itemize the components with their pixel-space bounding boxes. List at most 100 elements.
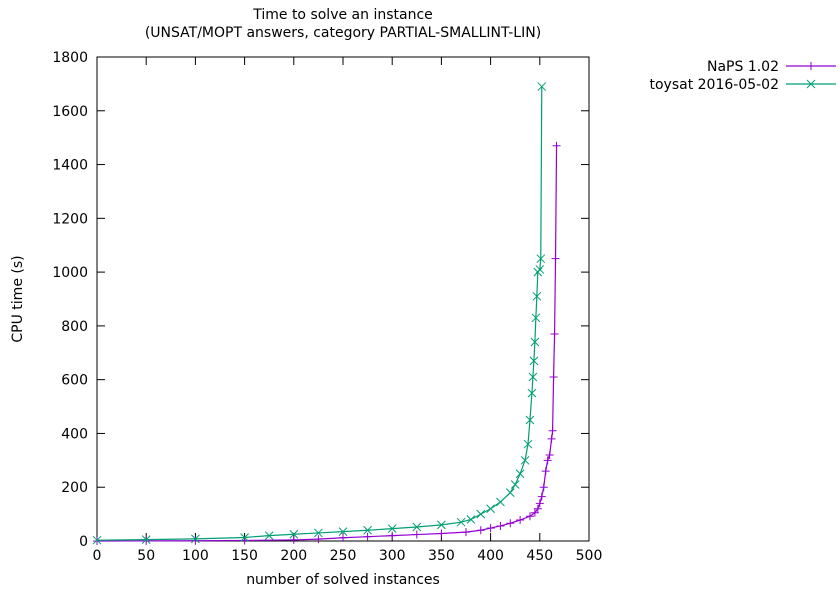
data-point <box>437 529 446 538</box>
data-point <box>314 528 323 538</box>
data-point <box>530 337 540 347</box>
data-point <box>536 254 546 264</box>
data-point <box>543 456 552 465</box>
data-point <box>363 525 372 535</box>
legend: NaPS 1.02 toysat 2016-05-02 <box>649 59 836 93</box>
y-tick-label: 1400 <box>52 158 88 174</box>
y-tick-label: 600 <box>61 373 88 389</box>
y-tick-label: 0 <box>79 534 88 550</box>
data-point <box>537 82 547 91</box>
data-point <box>412 530 421 539</box>
y-tick-label: 200 <box>61 480 88 496</box>
y-tick-label: 1000 <box>52 265 88 281</box>
x-tick-label: 350 <box>428 548 455 564</box>
data-point <box>363 532 372 541</box>
data-point <box>547 434 556 443</box>
data-point <box>387 524 397 533</box>
legend-label: NaPS 1.02 <box>707 59 779 75</box>
x-tick-label: 200 <box>280 548 307 564</box>
chart-subtitle: (UNSAT/MOPT answers, category PARTIAL-SM… <box>145 25 541 41</box>
data-point <box>476 526 485 535</box>
data-point <box>807 62 815 70</box>
data-point <box>388 531 397 540</box>
x-tick-label: 300 <box>379 548 406 564</box>
y-axis-label: CPU time (s) <box>10 255 26 342</box>
data-point <box>531 313 541 323</box>
x-tick-label: 500 <box>576 548 603 564</box>
y-tick-label: 800 <box>61 319 88 335</box>
data-point <box>528 372 538 382</box>
data-point <box>541 467 550 476</box>
data-point <box>314 535 323 544</box>
data-point <box>466 515 476 524</box>
x-tick-label: 100 <box>182 548 209 564</box>
series-line <box>96 86 543 541</box>
data-point <box>535 499 544 508</box>
data-point <box>537 492 546 501</box>
y-tick-label: 1800 <box>52 50 88 66</box>
data-point <box>515 469 525 479</box>
data-point <box>545 450 554 459</box>
data-point <box>529 356 539 366</box>
data-point <box>506 519 515 528</box>
y-tick-label: 1600 <box>52 104 88 120</box>
data-point <box>523 439 533 449</box>
data-point <box>548 426 557 435</box>
data-point <box>339 533 347 542</box>
x-tick-label: 150 <box>231 548 258 564</box>
data-point <box>527 388 537 398</box>
data-point <box>806 79 816 89</box>
data-point <box>525 512 534 521</box>
x-tick-label: 50 <box>137 548 155 564</box>
data-point <box>412 522 422 532</box>
data-point <box>264 531 274 540</box>
data-point <box>456 517 466 527</box>
data-point <box>191 536 200 545</box>
data-point <box>520 455 530 465</box>
data-point <box>525 415 535 425</box>
data-point <box>462 528 470 537</box>
x-axis-label: number of solved instances <box>246 572 440 588</box>
data-point <box>142 536 151 545</box>
series-line <box>96 145 558 542</box>
series-toysat <box>92 82 547 545</box>
data-point <box>141 535 151 545</box>
data-point <box>437 520 446 530</box>
data-point <box>289 535 298 544</box>
data-point <box>496 497 505 507</box>
data-point <box>338 527 348 536</box>
data-point <box>486 504 495 514</box>
data-point <box>539 483 548 492</box>
x-tick-label: 0 <box>93 548 102 564</box>
data-point <box>240 533 249 542</box>
data-point <box>289 529 299 539</box>
data-point <box>496 521 505 530</box>
series-naps <box>93 141 561 545</box>
y-tick-label: 1200 <box>52 211 88 227</box>
data-point <box>535 265 545 274</box>
data-point <box>552 141 561 150</box>
data-point <box>92 535 102 545</box>
data-point <box>532 291 542 301</box>
data-point <box>476 509 486 519</box>
chart-title: Time to solve an instance <box>252 7 433 23</box>
data-point <box>551 254 560 263</box>
data-point <box>510 480 520 489</box>
series-layer <box>92 82 561 545</box>
data-point <box>93 537 101 545</box>
data-point <box>486 524 495 533</box>
data-point <box>516 516 525 525</box>
data-point <box>550 329 559 338</box>
data-point <box>533 504 542 513</box>
x-axis: 0 50 100 150 200 250 300 350 400 450 500 <box>93 57 603 564</box>
data-point <box>191 534 200 544</box>
data-point <box>505 488 515 497</box>
x-tick-label: 450 <box>526 548 553 564</box>
y-axis: 0 200 400 600 800 1000 1200 1400 1600 1800 <box>52 50 589 550</box>
legend-label: toysat 2016-05-02 <box>649 77 779 93</box>
data-point <box>530 508 539 517</box>
x-tick-label: 400 <box>477 548 504 564</box>
x-tick-label: 250 <box>330 548 357 564</box>
plot-frame <box>96 56 590 542</box>
